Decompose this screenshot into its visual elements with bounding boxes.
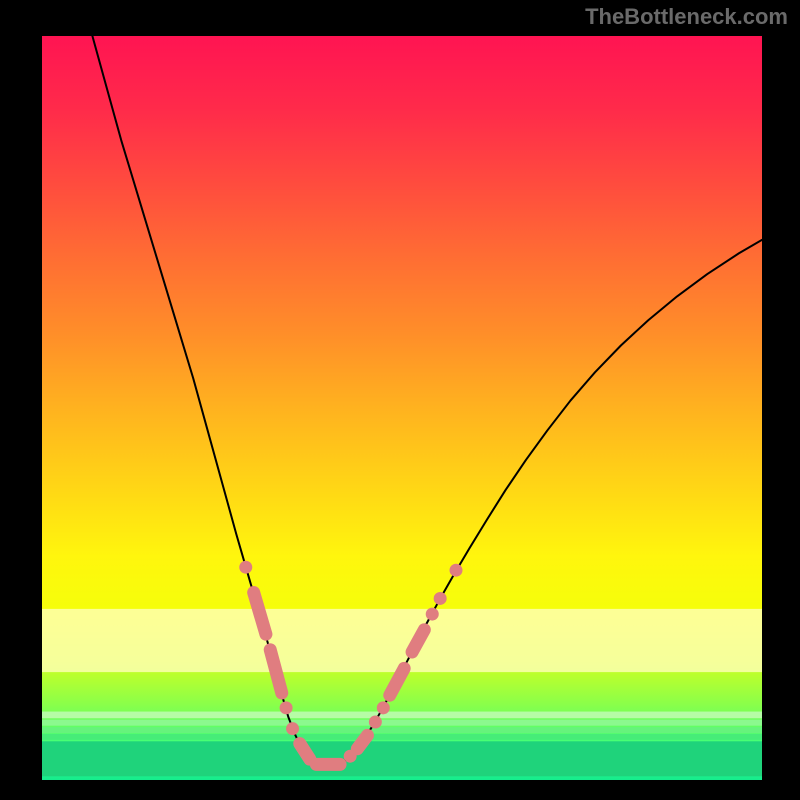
plot-area	[42, 36, 762, 780]
marker-dot	[450, 564, 463, 577]
marker-dot	[239, 561, 252, 574]
marker-pill	[357, 735, 367, 748]
thin-green-stripes	[42, 712, 762, 740]
marker-pill	[300, 744, 310, 760]
chart-canvas: TheBottleneck.com	[0, 0, 800, 800]
marker-dot	[286, 722, 299, 735]
marker-dot	[369, 715, 382, 728]
marker-dot	[426, 608, 439, 621]
watermark-label: TheBottleneck.com	[585, 4, 788, 29]
marker-dot	[377, 701, 390, 714]
green-bar	[42, 741, 762, 776]
marker-dot	[280, 701, 293, 714]
marker-dot	[434, 592, 447, 605]
